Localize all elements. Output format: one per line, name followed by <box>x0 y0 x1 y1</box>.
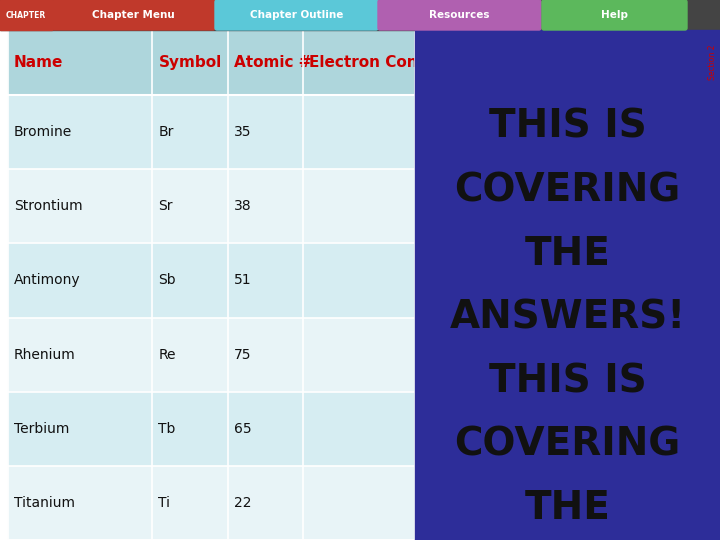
Text: Sb: Sb <box>158 273 176 287</box>
Text: 22: 22 <box>234 496 251 510</box>
Bar <box>8 30 415 540</box>
Text: Electron Configuration: Electron Configuration <box>309 55 503 70</box>
Bar <box>415 30 720 540</box>
Text: THE: THE <box>525 235 611 273</box>
Bar <box>8 95 415 169</box>
Text: THE: THE <box>525 489 611 527</box>
Text: COVERING: COVERING <box>454 171 680 210</box>
Bar <box>8 244 415 318</box>
Text: 75: 75 <box>234 348 251 362</box>
Text: Terbium: Terbium <box>14 422 69 436</box>
Text: Sr: Sr <box>158 199 173 213</box>
Text: Chapter Menu: Chapter Menu <box>92 10 175 20</box>
Bar <box>8 392 415 466</box>
FancyBboxPatch shape <box>215 0 378 30</box>
Text: Section 2: Section 2 <box>708 45 717 80</box>
Text: Name: Name <box>14 55 63 70</box>
Bar <box>0 0 720 30</box>
Text: Re: Re <box>158 348 176 362</box>
Bar <box>8 169 415 244</box>
Text: Help: Help <box>601 10 628 20</box>
FancyBboxPatch shape <box>52 0 215 30</box>
Text: Atomic #: Atomic # <box>234 55 311 70</box>
Text: THIS IS: THIS IS <box>489 108 647 146</box>
Text: Resources: Resources <box>429 10 490 20</box>
Text: ANSWERS!: ANSWERS! <box>449 299 685 336</box>
Bar <box>8 318 415 392</box>
Text: Symbol: Symbol <box>158 55 222 70</box>
Text: Chapter Outline: Chapter Outline <box>250 10 343 20</box>
Text: Antimony: Antimony <box>14 273 81 287</box>
Bar <box>8 30 720 95</box>
Text: Br: Br <box>158 125 174 139</box>
Text: 35: 35 <box>234 125 251 139</box>
Text: 65: 65 <box>234 422 251 436</box>
Text: Ti: Ti <box>158 496 171 510</box>
FancyBboxPatch shape <box>378 0 541 30</box>
Text: Rhenium: Rhenium <box>14 348 76 362</box>
Bar <box>0 0 52 30</box>
Text: Titanium: Titanium <box>14 496 75 510</box>
FancyBboxPatch shape <box>542 0 687 30</box>
Text: Strontium: Strontium <box>14 199 83 213</box>
Text: CHAPTER: CHAPTER <box>6 10 46 19</box>
Text: Tb: Tb <box>158 422 176 436</box>
Text: COVERING: COVERING <box>454 426 680 464</box>
Text: THIS IS: THIS IS <box>489 362 647 400</box>
Bar <box>8 466 415 540</box>
Text: 38: 38 <box>234 199 251 213</box>
Text: Bromine: Bromine <box>14 125 72 139</box>
Text: 51: 51 <box>234 273 251 287</box>
